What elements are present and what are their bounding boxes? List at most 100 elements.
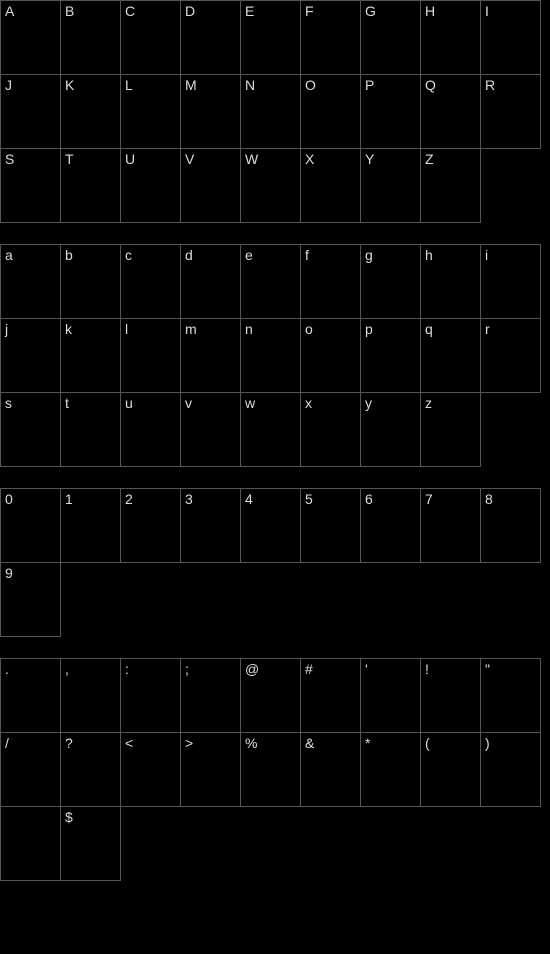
glyph-label: O	[305, 78, 316, 92]
glyph-label: e	[245, 248, 253, 262]
glyph-label: L	[125, 78, 133, 92]
glyph-cell: !	[420, 658, 481, 733]
glyph-cell: C	[120, 0, 181, 75]
glyph-label: b	[65, 248, 73, 262]
glyph-label: Z	[425, 152, 434, 166]
glyph-cell: (	[420, 732, 481, 807]
glyph-label: 5	[305, 492, 313, 506]
glyph-cell: s	[0, 392, 61, 467]
glyph-row: 012345678	[0, 488, 540, 562]
glyph-cell: ?	[60, 732, 121, 807]
glyph-cell: '	[360, 658, 421, 733]
glyph-label: n	[245, 322, 253, 336]
section-lowercase: abcdefghijklmnopqrstuvwxyz	[0, 244, 540, 466]
glyph-label: x	[305, 396, 312, 410]
glyph-label: 3	[185, 492, 193, 506]
glyph-cell: X	[300, 148, 361, 223]
glyph-row: ab cde f ghi	[0, 244, 540, 318]
glyph-label: 4	[245, 492, 253, 506]
glyph-cell: d	[180, 244, 241, 319]
glyph-row: JKLMNOPQR	[0, 74, 540, 148]
glyph-label: 1	[65, 492, 73, 506]
glyph-label: ?	[65, 736, 73, 750]
glyph-cell: h	[420, 244, 481, 319]
glyph-cell: Q	[420, 74, 481, 149]
glyph-label: E	[245, 4, 254, 18]
glyph-cell: Y	[360, 148, 421, 223]
glyph-label: 6	[365, 492, 373, 506]
glyph-cell: V	[180, 148, 241, 223]
glyph-cell: O	[300, 74, 361, 149]
glyph-label: >	[185, 736, 193, 750]
glyph-label: t	[65, 396, 69, 410]
glyph-label: w	[245, 396, 255, 410]
glyph-cell: q	[420, 318, 481, 393]
glyph-cell: N	[240, 74, 301, 149]
glyph-label: $	[65, 810, 73, 824]
glyph-cell: 6	[360, 488, 421, 563]
glyph-label: ,	[65, 662, 69, 676]
glyph-cell: c	[120, 244, 181, 319]
glyph-cell: p	[360, 318, 421, 393]
glyph-cell: R	[480, 74, 541, 149]
glyph-label: l	[125, 322, 128, 336]
glyph-label: s	[5, 396, 12, 410]
section-symbols: .,:;@#'!"/?<>%&*()$	[0, 658, 540, 880]
glyph-cell: u	[120, 392, 181, 467]
glyph-cell: ;	[180, 658, 241, 733]
glyph-cell: .	[0, 658, 61, 733]
glyph-label: r	[485, 322, 490, 336]
glyph-label: %	[245, 736, 257, 750]
glyph-cell: *	[360, 732, 421, 807]
glyph-label: Q	[425, 78, 436, 92]
glyph-cell: I	[480, 0, 541, 75]
glyph-cell: T	[60, 148, 121, 223]
glyph-label: u	[125, 396, 133, 410]
glyph-cell: F	[300, 0, 361, 75]
glyph-cell: 5	[300, 488, 361, 563]
glyph-cell: 4	[240, 488, 301, 563]
glyph-cell: j	[0, 318, 61, 393]
glyph-label: m	[185, 322, 197, 336]
glyph-label: C	[125, 4, 135, 18]
glyph-label: P	[365, 78, 374, 92]
glyph-label: /	[5, 736, 9, 750]
glyph-label: v	[185, 396, 192, 410]
glyph-label: 8	[485, 492, 493, 506]
glyph-label: T	[65, 152, 74, 166]
glyph-label: f	[305, 248, 309, 262]
section-uppercase: ABCDEFGHIJKLMNOPQRSTUVWXYZ	[0, 0, 540, 222]
glyph-cell: y	[360, 392, 421, 467]
glyph-label: X	[305, 152, 314, 166]
glyph-cell: m	[180, 318, 241, 393]
glyph-label: 9	[5, 566, 13, 580]
glyph-cell: g	[360, 244, 421, 319]
glyph-cell: 0	[0, 488, 61, 563]
glyph-label: H	[425, 4, 435, 18]
glyph-label: 2	[125, 492, 133, 506]
glyph-label: D	[185, 4, 195, 18]
glyph-label: '	[365, 662, 368, 676]
glyph-label: G	[365, 4, 376, 18]
glyph-label: <	[125, 736, 133, 750]
glyph-label: &	[305, 736, 314, 750]
glyph-cell: M	[180, 74, 241, 149]
glyph-cell: 8	[480, 488, 541, 563]
glyph-row: STUVWXYZ	[0, 148, 540, 222]
glyph-label: (	[425, 736, 430, 750]
glyph-label: "	[485, 662, 490, 676]
glyph-row: ABCDEFGHI	[0, 0, 540, 74]
glyph-cell: k	[60, 318, 121, 393]
glyph-cell: :	[120, 658, 181, 733]
glyph-cell: H	[420, 0, 481, 75]
glyph-cell: a	[0, 244, 61, 319]
glyph-cell: G	[360, 0, 421, 75]
glyph-cell: W	[240, 148, 301, 223]
glyph-cell: E	[240, 0, 301, 75]
glyph-label: B	[65, 4, 74, 18]
glyph-label: I	[485, 4, 489, 18]
glyph-label: i	[485, 248, 488, 262]
glyph-row: jklmnopqr	[0, 318, 540, 392]
glyph-label: ;	[185, 662, 189, 676]
glyph-label: W	[245, 152, 258, 166]
